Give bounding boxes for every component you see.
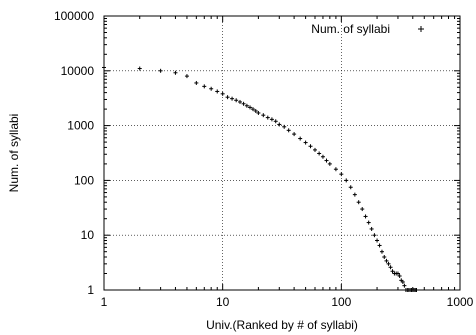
data-point [184, 74, 189, 79]
plot-area [103, 15, 461, 291]
data-point [215, 89, 220, 94]
legend-label: Num. of syllabi [311, 22, 390, 36]
data-point [363, 214, 368, 219]
data-point [400, 279, 405, 284]
data-point [269, 117, 274, 122]
legend: Num. of syllabi [311, 22, 424, 36]
data-point [402, 283, 407, 288]
data-point [384, 258, 389, 263]
data-point [220, 91, 225, 96]
y-axis-label: Num. of syllabi [7, 114, 21, 193]
data-point [194, 80, 199, 85]
data-point [250, 107, 255, 112]
data-point [379, 249, 384, 254]
data-point [377, 243, 382, 248]
data-point [327, 161, 332, 166]
data-point [360, 207, 365, 212]
data-point [382, 255, 387, 260]
data-point [292, 132, 297, 137]
data-point [320, 154, 325, 159]
data-point [248, 105, 253, 110]
data-point [173, 70, 178, 75]
data-point [298, 136, 303, 141]
y-tick-label: 1 [87, 283, 94, 297]
data-point [324, 158, 329, 163]
data-point [375, 238, 380, 243]
data-point [308, 144, 313, 149]
x-tick-label: 100 [331, 295, 351, 309]
data-point [261, 113, 266, 118]
y-tick-label: 100000 [54, 9, 94, 23]
data-point [303, 140, 308, 145]
data-point [317, 151, 322, 156]
data-point [386, 261, 391, 266]
x-tick-label: 10 [216, 295, 230, 309]
data-point [339, 172, 344, 177]
data-point [234, 98, 239, 103]
data-point [277, 122, 282, 127]
y-tick-label: 10 [81, 228, 95, 242]
data-point [209, 86, 214, 91]
data-point [265, 115, 270, 120]
data-point [158, 68, 163, 73]
data-point [372, 233, 377, 238]
data-point [344, 178, 349, 183]
data-points [102, 65, 419, 292]
data-point [225, 95, 230, 100]
data-point [102, 65, 106, 70]
data-point [244, 103, 249, 108]
data-point [282, 124, 287, 129]
data-point [202, 84, 207, 89]
gridlines [104, 16, 460, 290]
data-point [241, 101, 246, 106]
data-point [352, 192, 357, 197]
data-point [388, 265, 393, 270]
data-point [286, 128, 291, 133]
data-point [348, 185, 353, 190]
data-point [238, 99, 243, 104]
data-point [397, 274, 402, 279]
data-point [273, 119, 278, 124]
legend-marker-icon [418, 26, 424, 32]
data-point [366, 220, 371, 225]
data-point [230, 96, 235, 101]
x-tick-label: 1 [101, 295, 108, 309]
data-point [390, 269, 395, 274]
x-tick-label: 1000 [447, 295, 474, 309]
data-point [356, 200, 361, 205]
y-tick-label: 10000 [61, 64, 95, 78]
axis-ticks: 1 10 100 1000 1 10 100 1000 10000 100000 [54, 9, 474, 309]
data-point [256, 110, 261, 115]
data-point [369, 226, 374, 231]
data-point [395, 271, 400, 276]
x-axis-label: Univ.(Ranked by # of syllabi) [206, 318, 358, 332]
y-tick-label: 1000 [67, 119, 94, 133]
y-tick-label: 100 [74, 173, 94, 187]
data-point [253, 108, 258, 113]
data-point [414, 288, 419, 292]
data-point [137, 66, 142, 71]
data-point [333, 167, 338, 172]
data-point [313, 147, 318, 152]
